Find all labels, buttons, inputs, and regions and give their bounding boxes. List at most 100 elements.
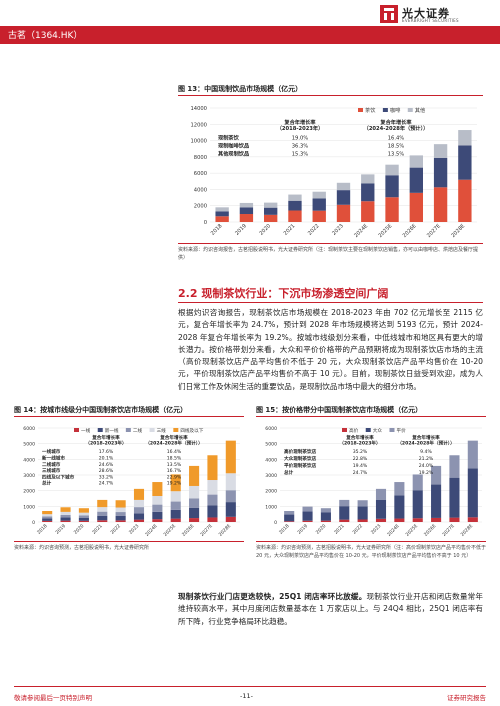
growth-table-row-label: 大众现制茶饮店 — [284, 455, 317, 462]
paragraph-store-turnover-body: 现制茶饮行业开店和闭店数量常年维持较高水平，其中月度闭店数量基本在 1 万家店以… — [178, 592, 483, 626]
bar-segment — [115, 512, 126, 516]
bar-segment — [361, 174, 375, 184]
growth-table-row-label: 总计 — [42, 480, 52, 487]
bar-segment — [336, 204, 351, 222]
growth-table-row-label: 现制咖啡饮品 — [218, 141, 249, 149]
y-tick-label: 4000 — [194, 187, 207, 193]
growth-table-row-label: 现制茶饮 — [218, 133, 240, 141]
growth-table-value: 19.0% — [292, 135, 309, 141]
bar-segment — [97, 499, 108, 508]
bar-segment — [78, 518, 89, 521]
bar-segment — [189, 507, 200, 519]
bar-segment — [239, 214, 254, 222]
bar-segment — [152, 504, 163, 512]
bar-segment — [394, 495, 405, 519]
x-tick-label: 2026E — [402, 223, 418, 239]
x-tick-label: 2027E — [199, 523, 214, 538]
growth-table-header: 复合年增长率 — [379, 118, 412, 126]
footer-disclaimer: 敬请参阅最后一页特别声明 — [14, 694, 92, 702]
legend-label: 平价 — [396, 428, 406, 434]
bar-segment — [78, 512, 89, 516]
bar-segment — [97, 511, 108, 516]
y-tick-label: 4000 — [265, 457, 277, 463]
paragraph-market-size: 根据灼识咨询报告，现制茶饮店市场规模在 2018-2023 年由 702 亿元增… — [178, 308, 483, 391]
fig13-source: 资料来源：灼识咨询报告，古茗招股说明书，光大证券研究所（注：现制茶饮主要在现制茶… — [178, 247, 479, 261]
growth-table-header: （2018-2023年） — [277, 124, 324, 132]
bar-segment — [467, 440, 478, 469]
x-tick-label: 2023 — [128, 523, 141, 536]
bar-segment — [225, 490, 236, 503]
bar-segment — [284, 514, 295, 522]
bar-segment — [433, 144, 448, 158]
y-tick-label: 2000 — [23, 489, 35, 495]
bar-segment — [42, 520, 53, 522]
bar-segment — [225, 473, 236, 491]
fig15-chart: 0 1000 2000 3000 4000 5000 6000 2018 2019 2020 202… — [256, 420, 486, 544]
bar-segment — [97, 520, 108, 522]
bar-segment — [42, 511, 53, 515]
bar-segment — [189, 518, 200, 522]
bar-segment — [115, 515, 126, 521]
bar-segment — [189, 485, 200, 499]
bar-segment — [225, 502, 236, 517]
bar-segment — [458, 145, 472, 180]
y-tick-label: 8000 — [194, 155, 207, 161]
bar-segment — [152, 511, 163, 520]
growth-table-value: 24.7% — [99, 481, 114, 487]
growth-table-row-label: 平价现制茶饮店 — [284, 462, 317, 469]
bar-segment — [431, 465, 442, 485]
section-title-line — [178, 302, 483, 303]
bar-segment — [385, 175, 399, 198]
bar-segment — [60, 514, 71, 518]
x-tick-label: 2019 — [296, 523, 309, 536]
x-tick-label: 2020 — [259, 223, 273, 237]
legend-label: 大众 — [373, 427, 383, 434]
page-number: -11- — [240, 692, 253, 700]
growth-table-value: 19.4% — [353, 463, 368, 469]
growth-table-value: 9.4% — [420, 449, 432, 455]
x-tick-label: 2027E — [426, 223, 442, 239]
growth-table-header: （2018-2023年） — [339, 440, 380, 447]
legend-label: 三线 — [157, 427, 167, 434]
bar-segment — [78, 508, 89, 513]
fig13-title-line — [178, 95, 483, 96]
growth-table-header: 复合年增长率 — [91, 434, 120, 441]
x-tick-label: 2019 — [54, 523, 67, 536]
bar-segment — [225, 516, 236, 522]
bar-segment — [133, 519, 145, 522]
growth-table-value: 20.1% — [99, 456, 114, 462]
legend-swatch — [407, 108, 413, 112]
bar-segment — [361, 201, 375, 222]
growth-table-value: 33.2% — [99, 474, 114, 480]
growth-table-value: 24.7% — [353, 470, 368, 476]
bar-segment — [339, 519, 350, 522]
growth-table-row-label: 总计 — [284, 469, 294, 476]
x-tick-label: 2021 — [283, 223, 297, 237]
bar-segment — [215, 216, 229, 222]
growth-table-row-label: 其他现制饮品 — [218, 149, 249, 157]
bar-segment — [336, 190, 351, 205]
bar-segment — [239, 202, 254, 208]
bar-segment — [284, 511, 295, 515]
bar-segment — [320, 508, 331, 513]
x-tick-label: 2022 — [110, 523, 123, 536]
bar-segment — [409, 155, 423, 168]
x-tick-label: 2023 — [331, 223, 345, 237]
fig13-chart: 0 2000 4000 6000 8000 10000 12000 14000 2018 2019… — [178, 100, 483, 246]
growth-table-row-label: 高价现制茶饮店 — [284, 448, 317, 455]
footer-line — [14, 686, 486, 687]
y-tick-label: 5000 — [23, 442, 35, 448]
bar-segment — [115, 500, 126, 508]
bar-segment — [97, 507, 108, 512]
bar-segment — [170, 474, 181, 492]
growth-table-value: 18.5% — [167, 456, 182, 462]
bar-segment — [170, 518, 181, 522]
bar-segment — [170, 509, 181, 519]
growth-table-value: 35.2% — [353, 449, 368, 455]
bar-segment — [288, 194, 302, 201]
bar-segment — [312, 210, 326, 222]
legend-swatch — [173, 428, 179, 432]
y-tick-label: 10000 — [190, 139, 207, 145]
bar-segment — [458, 130, 472, 146]
x-tick-label: 2025E — [405, 523, 420, 538]
